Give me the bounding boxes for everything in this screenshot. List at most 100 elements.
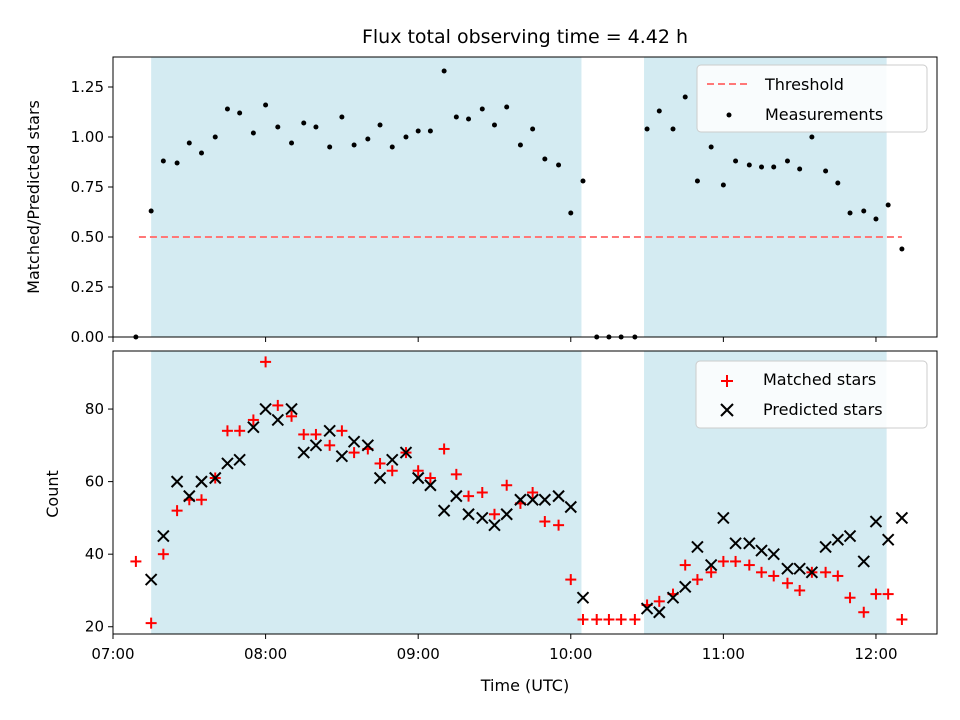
matched-star-marker — [130, 555, 142, 567]
predicted-star-marker — [805, 566, 819, 579]
chart-title: Flux total observing time = 4.42 h — [362, 26, 688, 48]
measurement-point — [148, 208, 154, 214]
measurement-point — [504, 104, 510, 110]
x-tick-label: 10:00 — [549, 645, 592, 663]
count-y-ticks: 20 40 60 80 — [85, 400, 113, 636]
measurement-point — [797, 166, 803, 172]
measurement-point — [263, 102, 269, 108]
matched-star-marker — [386, 465, 398, 477]
matched-star-marker — [260, 356, 272, 368]
matched-star-markers — [130, 356, 908, 629]
count-x-ticks: 07:00 08:00 09:00 10:00 11:00 12:00 — [91, 634, 898, 663]
count-plot-frame — [112, 350, 938, 635]
measurement-point — [656, 108, 662, 114]
top-observing-windows — [151, 57, 887, 337]
matched-star-marker — [412, 465, 424, 477]
measurement-point — [746, 162, 752, 168]
matched-star-marker — [539, 516, 551, 528]
measurement-point — [389, 144, 395, 150]
ratio-y-tick-label: 0.25 — [71, 278, 104, 296]
predicted-star-marker — [679, 580, 692, 594]
predicted-star-marker — [221, 457, 234, 470]
predicted-star-marker — [869, 515, 883, 528]
predicted-star-marker — [526, 493, 539, 506]
x-axis-label: Time (UTC) — [480, 676, 569, 695]
measurement-point — [453, 114, 459, 120]
measurement-point — [174, 160, 180, 166]
predicted-star-marker — [640, 602, 654, 615]
matched-star-marker — [247, 414, 259, 426]
predicted-star-marker — [157, 529, 170, 543]
bottom-observing-window-1 — [151, 351, 582, 634]
matched-star-marker — [781, 577, 793, 589]
x-tick-label: 08:00 — [244, 645, 287, 663]
measurement-point — [847, 210, 853, 216]
ratio-x-ticks — [112, 337, 877, 342]
measurement-point — [823, 168, 829, 174]
predicted-star-marker — [704, 558, 718, 572]
measurement-point — [670, 126, 676, 132]
measurement-point — [771, 164, 777, 170]
matched-star-marker — [221, 425, 233, 437]
predicted-star-marker — [424, 479, 437, 492]
matched-star-marker — [374, 457, 386, 469]
matched-star-marker — [832, 570, 844, 582]
count-y-tick-label: 20 — [85, 618, 104, 636]
matched-star-marker — [844, 592, 856, 604]
measurement-point — [694, 178, 700, 184]
predicted-star-marker — [462, 508, 475, 521]
predicted-star-marker — [323, 424, 336, 438]
predicted-star-marker — [361, 439, 375, 452]
predicted-star-marker — [488, 518, 501, 532]
ratio-y-tick-label: 0.00 — [71, 328, 104, 346]
predicted-star-marker — [755, 544, 768, 557]
matched-star-marker — [527, 487, 539, 498]
measurement-point — [708, 144, 714, 150]
matched-star-marker — [234, 425, 246, 437]
measurement-point — [403, 134, 409, 140]
measurement-point — [733, 158, 739, 164]
matched-star-marker — [171, 505, 183, 517]
matched-star-marker — [348, 447, 360, 459]
matched-star-marker — [577, 613, 589, 625]
bottom-observing-windows — [151, 351, 887, 634]
predicted-legend-label: Predicted stars — [763, 400, 883, 419]
ratio-y-tick-label: 0.50 — [71, 228, 104, 246]
matched-star-marker — [756, 566, 768, 578]
x-tick-label: 12:00 — [854, 645, 897, 663]
measurement-point — [835, 180, 841, 186]
ratio-y-tick-label: 1.00 — [71, 128, 104, 146]
measurement-point — [415, 128, 421, 134]
measurement-point — [224, 106, 230, 112]
predicted-star-marker — [285, 402, 298, 416]
matched-star-marker — [272, 399, 284, 411]
measurements-legend-swatch — [726, 112, 732, 118]
predicted-star-marker — [144, 573, 158, 586]
ratio-plot-frame — [112, 56, 938, 338]
predicted-star-marker — [843, 529, 857, 543]
predicted-star-marker — [819, 540, 832, 554]
count-y-tick-label: 40 — [85, 545, 104, 563]
predicted-star-marker — [209, 471, 222, 485]
matched-star-marker — [768, 570, 780, 582]
predicted-star-marker — [247, 420, 260, 434]
predicted-star-marker — [514, 493, 527, 506]
ratio-legend: Threshold Measurements — [696, 64, 928, 133]
predicted-star-marker — [309, 439, 323, 452]
matched-star-marker — [691, 574, 703, 586]
measurement-point — [301, 120, 307, 126]
measurement-point — [199, 150, 205, 156]
measurement-point — [784, 158, 790, 164]
measurement-point — [427, 128, 433, 134]
predicted-star-marker — [437, 504, 451, 517]
matched-star-marker — [336, 425, 348, 437]
matched-star-marker — [615, 613, 627, 625]
matched-legend-label: Matched stars — [763, 370, 876, 389]
measurement-point — [466, 116, 472, 122]
predicted-star-marker — [729, 537, 742, 550]
predicted-star-marker — [881, 533, 895, 546]
count-y-axis-label: Count — [43, 470, 62, 518]
ratio-legend-box — [696, 64, 928, 133]
measurement-point — [899, 246, 905, 252]
